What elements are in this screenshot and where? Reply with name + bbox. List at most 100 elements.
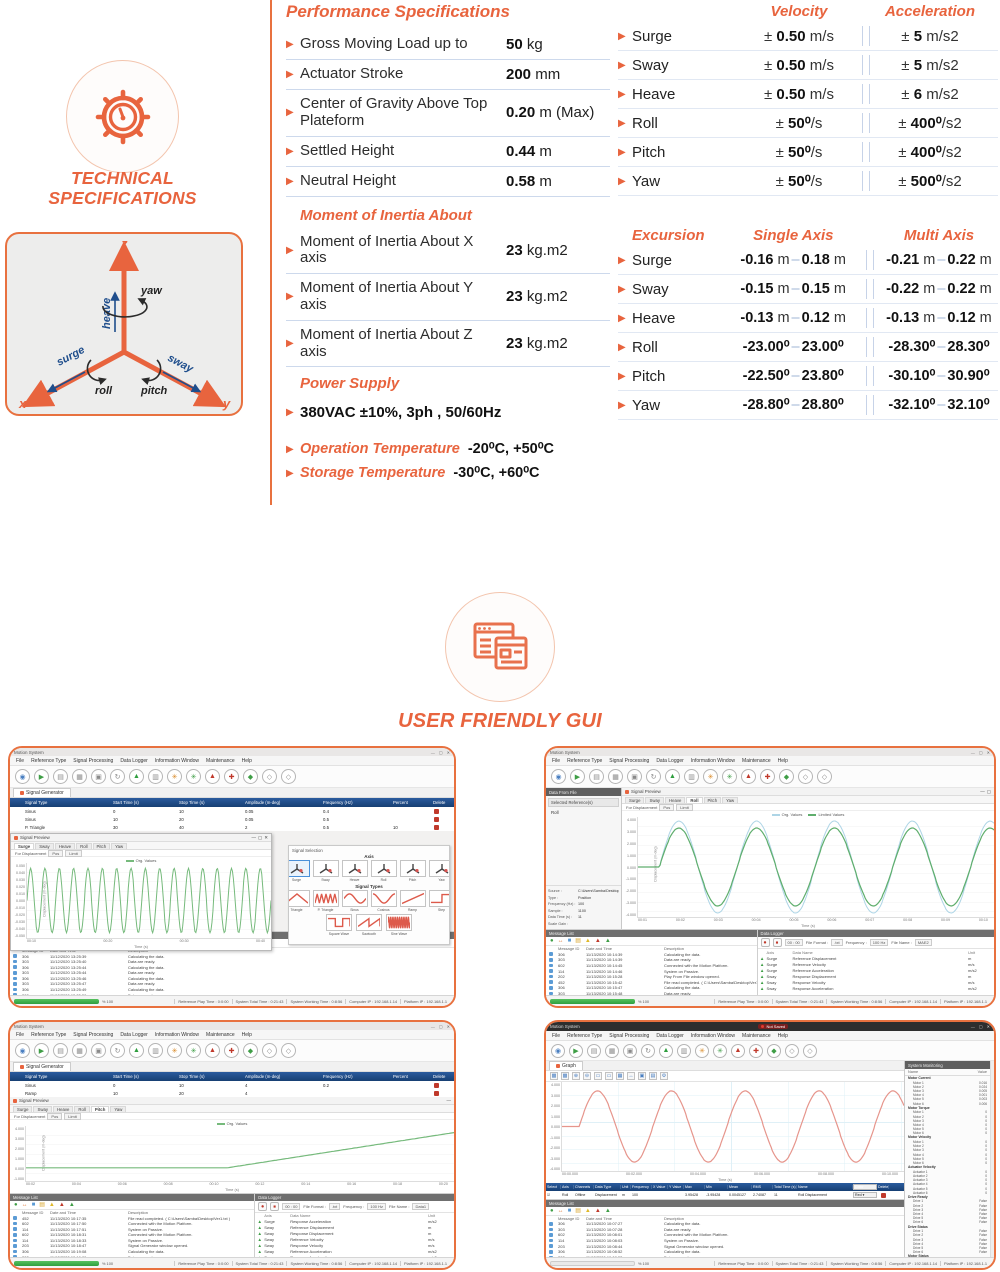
logger-row[interactable]: ▲ Surge Response Acceleration m/s2 (257, 1219, 437, 1224)
stop-button[interactable]: ⏹ (772, 938, 782, 947)
toolbar-icon[interactable]: ▤ (589, 769, 604, 784)
toolbar-icon[interactable]: ▥ (148, 1043, 163, 1058)
message-row[interactable]: 306 11/13/2020 10:08:52 Calculating the da… (546, 1249, 904, 1255)
message-row[interactable]: 306 11/13/2020 10:07:27 Calculating the da… (546, 1221, 904, 1227)
graph-tool-icon[interactable]: ⊖ (583, 1072, 591, 1080)
message-filter-icon[interactable]: ▤ (575, 938, 581, 944)
monitor-group[interactable]: Motor Current Motor 1 0.016 Motor 2 0.024 Mo… (905, 1076, 990, 1106)
message-filter-icon[interactable]: ■ (31, 1202, 36, 1208)
message-filter-icon[interactable]: ● (14, 1202, 18, 1208)
axis-tab[interactable]: Pitch (90, 1106, 110, 1112)
toolbar-icon[interactable]: ✚ (224, 769, 239, 784)
toolbar-icon[interactable]: ◆ (767, 1043, 781, 1058)
toolbar-icon[interactable]: ◇ (262, 1043, 277, 1058)
menu-item[interactable]: Information Window (690, 1032, 736, 1039)
signal-type-thumbnail[interactable]: Step (428, 890, 449, 912)
message-row[interactable]: 306 11/12/2020 13:25:46 Calculating the da… (10, 976, 454, 982)
toolbar-icon[interactable]: ↻ (110, 1043, 125, 1058)
menu-item[interactable]: Reference Type (31, 757, 67, 764)
signal-type-thumbnail[interactable]: Sawtooth (356, 914, 383, 936)
signal-type-thumbnail[interactable]: Cosinus (370, 890, 397, 912)
logger-row[interactable]: ▲ Surge Reference Displacement m (759, 955, 972, 961)
close-button[interactable]: ✕ (264, 834, 268, 840)
axis-tab[interactable]: Pitch (92, 843, 111, 849)
message-row[interactable]: 303 11/13/2020 10:15:48 Data are ready. (546, 991, 757, 995)
maximize-button[interactable]: ▢ (438, 749, 443, 755)
menu-item[interactable]: Data Logger (656, 757, 684, 764)
axis-tab[interactable]: Sway (645, 797, 664, 803)
axis-tab[interactable]: Heave (664, 797, 686, 803)
maximize-button[interactable]: ▢ (978, 749, 983, 755)
message-row[interactable]: 306 11/13/2020 10:15:47 Calculating the da… (546, 985, 757, 991)
scrollbar[interactable] (990, 1061, 994, 1257)
message-row[interactable]: 303 11/12/2020 13:25:40 Data are ready. (10, 959, 454, 965)
toolbar-icon[interactable]: ▦ (72, 1043, 87, 1058)
toolbar-icon[interactable]: ▲ (741, 769, 756, 784)
toolbar-icon[interactable]: ▥ (677, 1043, 691, 1058)
frequency-field[interactable]: 100 Hz (869, 939, 889, 946)
logger-row[interactable]: ▲ Sway Reference Acceleration m/s2 (257, 1249, 437, 1254)
limit-toggle[interactable]: Limit (65, 849, 82, 857)
graph-tool-icon[interactable]: ▦ (616, 1072, 624, 1080)
toolbar-icon[interactable]: ◇ (281, 769, 296, 784)
toolbar-icon[interactable]: ▶ (34, 1043, 49, 1058)
axis-thumbnail[interactable]: Sway (312, 860, 339, 882)
axis-thumbnail[interactable]: Roll (370, 860, 397, 882)
message-filter-icon[interactable]: ▲ (604, 938, 611, 944)
logger-row[interactable]: ▲ Sway Response Displacement m (257, 1231, 432, 1236)
minimize-button[interactable]: — (980, 789, 985, 794)
toolbar-icon[interactable]: ▤ (587, 1043, 601, 1058)
message-row[interactable]: 203 11/13/2020 10:08:44 Signal Generator w… (546, 1243, 904, 1249)
toolbar-icon[interactable]: ▦ (605, 1043, 619, 1058)
signal-type-thumbnail[interactable]: Ramp (399, 890, 426, 912)
toolbar-icon[interactable]: ◉ (551, 769, 566, 784)
axis-tab[interactable]: Yaw (722, 797, 739, 803)
close-button[interactable]: ✕ (986, 749, 990, 755)
menu-item[interactable]: Help (777, 1032, 788, 1039)
toolbar-icon[interactable]: ✳ (186, 769, 201, 784)
minimize-button[interactable]: — (430, 749, 435, 755)
message-row[interactable]: 114 11/13/2020 10:17:51 System on Passive. (10, 1226, 254, 1232)
message-row[interactable]: 303 11/12/2020 13:25:44 Data are ready. (10, 970, 454, 976)
minimize-button[interactable]: — (446, 1098, 452, 1103)
graph-tool-icon[interactable]: ⚙ (660, 1072, 668, 1080)
toolbar-icon[interactable]: ◇ (281, 1043, 296, 1058)
menu-item[interactable]: Signal Processing (73, 757, 114, 764)
message-row[interactable]: 306 11/12/2020 13:25:44 Calculating the da… (10, 964, 454, 970)
toolbar-icon[interactable]: ▶ (569, 1043, 583, 1058)
toolbar-icon[interactable]: ◇ (262, 769, 277, 784)
message-row[interactable]: 303 11/12/2020 13:25:47 Data are ready. (10, 981, 454, 987)
logger-row[interactable]: ▲ Sway Response Velocity m/s (759, 979, 975, 985)
message-row[interactable]: 114 11/13/2020 10:08:03 System on Passive. (546, 1238, 904, 1244)
toolbar-icon[interactable]: ↻ (646, 769, 661, 784)
axis-tab[interactable]: Sway (35, 843, 54, 849)
message-row[interactable]: 114 11/13/2020 10:14:46 System on Passive. (546, 968, 757, 974)
signal-type-thumbnail[interactable]: Triangle (289, 890, 310, 912)
toolbar-icon[interactable]: ▲ (205, 769, 220, 784)
message-row[interactable]: 306 11/13/2020 10:19:08 Calculating the da… (10, 1249, 254, 1255)
toolbar-icon[interactable]: ▣ (91, 769, 106, 784)
pos-toggle[interactable]: Pos (48, 849, 64, 857)
toolbar-icon[interactable]: ✚ (224, 1043, 239, 1058)
toolbar-icon[interactable]: ✳ (703, 769, 718, 784)
axis-tab[interactable]: Pitch (703, 797, 722, 803)
graph-tool-icon[interactable]: ▩ (561, 1072, 569, 1080)
message-filter-icon[interactable]: ↔ (557, 938, 564, 944)
axis-tab[interactable]: Yaw (111, 843, 128, 849)
signal-type-thumbnail[interactable]: Sine Wave (386, 914, 413, 936)
logger-row[interactable]: ▲ Sway Response Velocity m/s (257, 1243, 435, 1248)
toolbar-icon[interactable]: ▲ (665, 769, 680, 784)
menu-item[interactable]: Help (241, 1031, 252, 1038)
frequency-field[interactable]: 100 Hz (367, 1203, 387, 1210)
message-filter-icon[interactable]: ▲ (68, 1202, 75, 1208)
graph-tool-icon[interactable]: ▩ (550, 1072, 558, 1080)
toolbar-icon[interactable]: ◉ (15, 769, 30, 784)
menu-item[interactable]: Maintenance (206, 1031, 235, 1038)
toolbar-icon[interactable]: ↻ (110, 769, 125, 784)
toolbar-icon[interactable]: ◇ (803, 1043, 817, 1058)
toolbar-icon[interactable]: ✳ (722, 769, 737, 784)
signal-type-thumbnail[interactable]: Square Wave (326, 914, 353, 936)
